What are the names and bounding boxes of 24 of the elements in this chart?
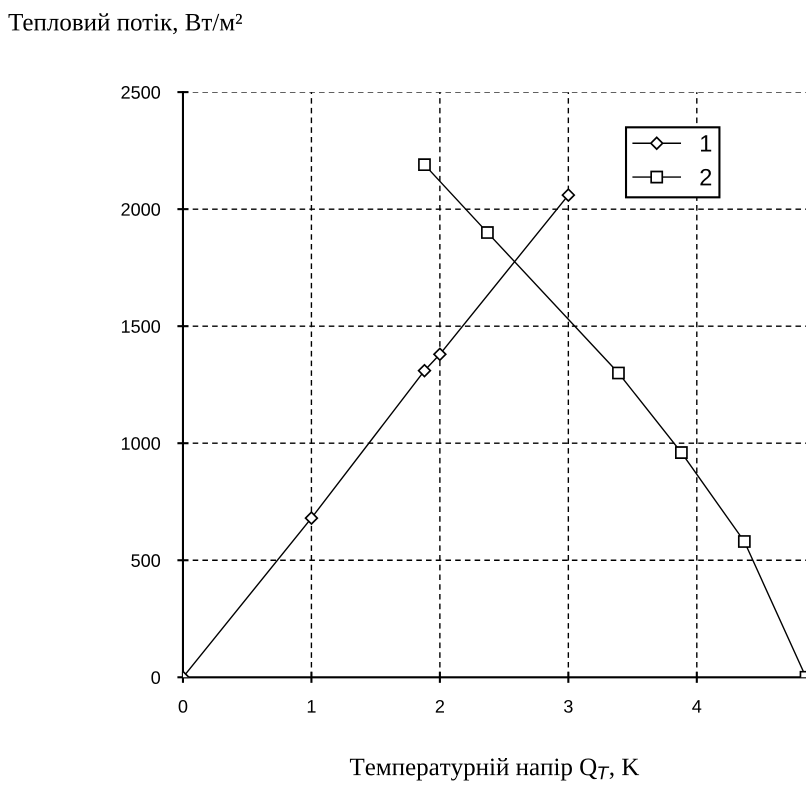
y-tick-label: 1500	[122, 320, 160, 333]
y-tick-label: 2500	[121, 86, 160, 99]
x-tick-label: 2	[436, 700, 444, 713]
point	[418, 158, 431, 172]
y-tick-label: 2000	[121, 203, 160, 216]
point	[433, 348, 447, 361]
point	[481, 226, 494, 239]
point	[562, 188, 576, 202]
legend-label: 1	[701, 135, 712, 152]
y-tick-label: 500	[131, 554, 160, 567]
point	[675, 446, 688, 459]
x-tick-label: 4	[692, 700, 702, 713]
x-axis-title: Температурній напір Q$_{T}$, K	[350, 758, 640, 781]
y-tick-label: 0	[151, 671, 160, 684]
x-tick-label: 1	[308, 700, 316, 713]
y-tick-label: 1000	[122, 437, 160, 450]
x-tick-label: 0	[178, 700, 188, 713]
y-axis-title: Тепловий потік, Вт/м²	[8, 13, 242, 34]
point	[612, 366, 625, 380]
x-tick-label: 3	[564, 700, 573, 713]
point	[304, 511, 318, 525]
point	[738, 535, 751, 548]
point	[418, 364, 432, 378]
legend-label: 2	[700, 168, 712, 186]
